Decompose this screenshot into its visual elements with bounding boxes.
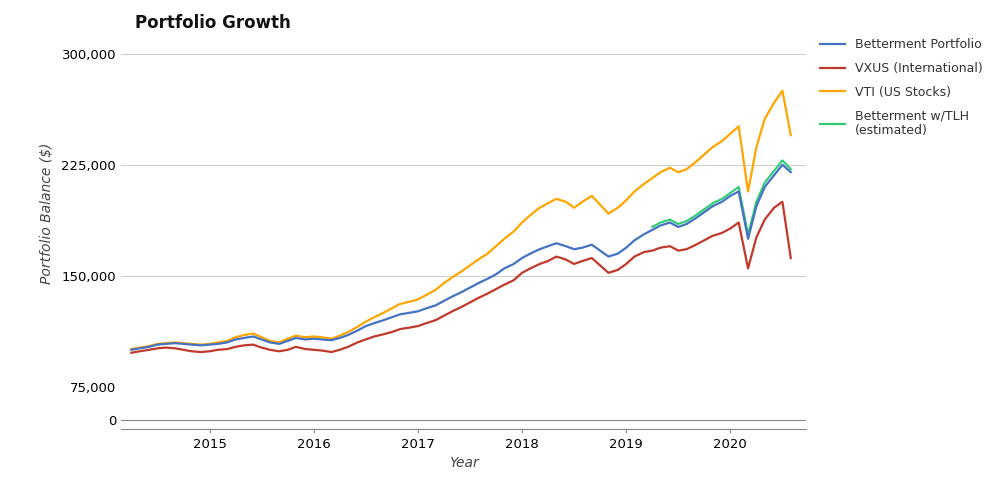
Betterment Portfolio (784, 169, 796, 175)
VTI (US Stocks) (784, 132, 796, 138)
VTI (US Stocks) (342, 329, 354, 335)
VXUS (International) (125, 350, 137, 356)
Betterment Portfolio (352, 328, 364, 334)
Text: Portfolio Growth: Portfolio Growth (135, 14, 290, 32)
Legend: Betterment Portfolio, VXUS (International), VTI (US Stocks), Betterment w/TLH
(e: Betterment Portfolio, VXUS (Internationa… (820, 38, 982, 137)
Betterment Portfolio (412, 308, 424, 314)
Line: VTI (US Stocks): VTI (US Stocks) (131, 91, 790, 349)
Betterment Portfolio (256, 337, 268, 342)
Betterment Portfolio (125, 347, 137, 353)
VTI (US Stocks) (125, 346, 137, 352)
VTI (US Stocks) (394, 301, 406, 307)
VXUS (International) (256, 345, 268, 351)
VTI (US Stocks) (490, 244, 502, 249)
VXUS (International) (352, 339, 364, 345)
Betterment Portfolio (490, 271, 502, 277)
Y-axis label: Portfolio Balance ($): Portfolio Balance ($) (40, 142, 54, 283)
VXUS (International) (394, 326, 406, 332)
VXUS (International) (342, 344, 354, 350)
VXUS (International) (784, 255, 796, 261)
VXUS (International) (412, 323, 424, 329)
VTI (US Stocks) (776, 88, 788, 94)
Line: Betterment Portfolio: Betterment Portfolio (131, 165, 790, 350)
Betterment Portfolio (776, 162, 788, 168)
VTI (US Stocks) (352, 324, 364, 330)
Betterment Portfolio (394, 311, 406, 317)
Betterment w/TLH
(estimated) (784, 166, 796, 172)
Betterment Portfolio (342, 332, 354, 338)
VTI (US Stocks) (256, 334, 268, 340)
Line: Betterment w/TLH
(estimated): Betterment w/TLH (estimated) (652, 160, 790, 234)
VTI (US Stocks) (412, 297, 424, 302)
VXUS (International) (490, 286, 502, 292)
X-axis label: Year: Year (449, 456, 479, 470)
Line: VXUS (International): VXUS (International) (131, 202, 790, 353)
VXUS (International) (776, 199, 788, 205)
